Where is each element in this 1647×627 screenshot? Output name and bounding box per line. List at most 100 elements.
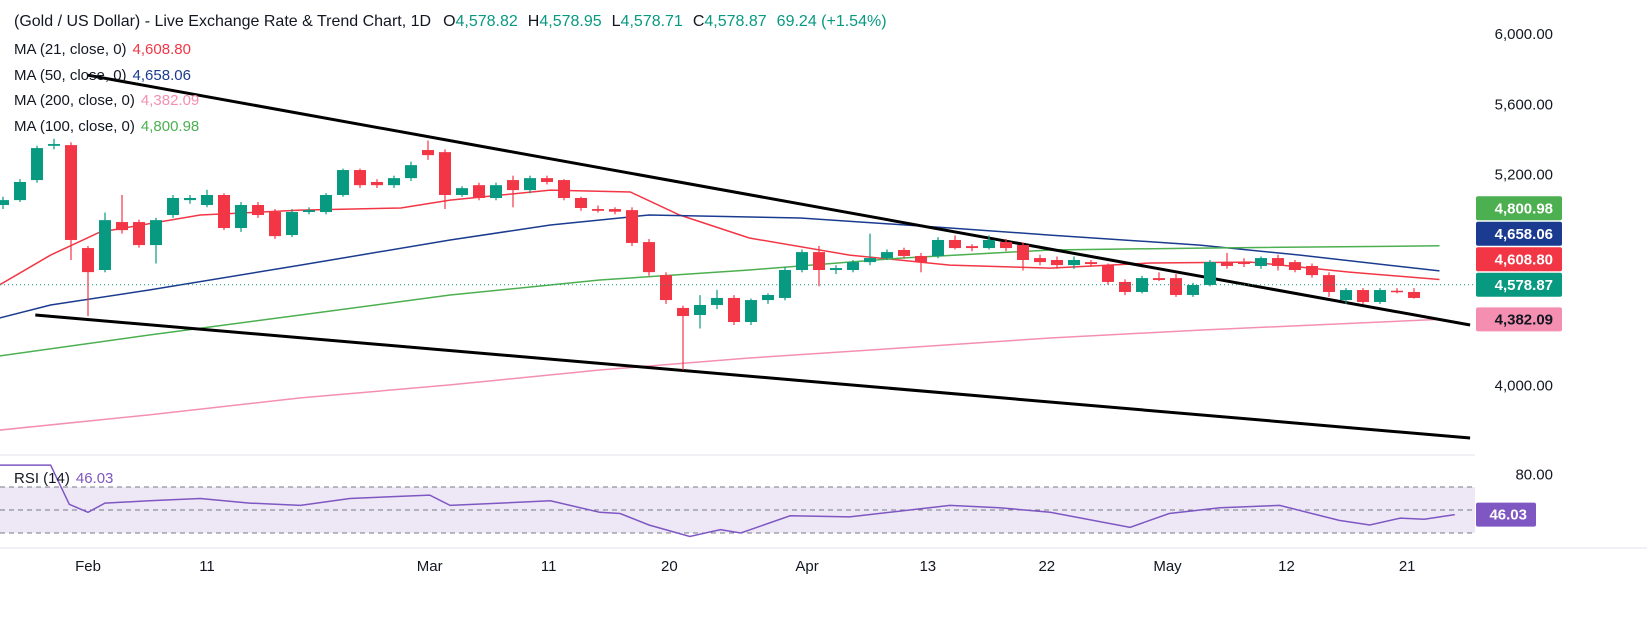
candle-body — [1272, 258, 1284, 266]
candle-body — [1153, 278, 1165, 281]
candle-body — [677, 307, 689, 317]
ohlc-value: 4,578.87 — [704, 13, 767, 30]
legend-item: MA (50, close, 0) 4,658.06 — [14, 67, 191, 84]
x-tick-label: 11 — [541, 558, 557, 575]
candle-body — [1204, 262, 1216, 285]
candle-body — [218, 195, 230, 229]
candle-body — [898, 249, 910, 256]
x-tick-label: 20 — [661, 558, 678, 575]
candle-body — [932, 239, 944, 256]
legend-name: MA (100, close, 0) — [14, 117, 135, 135]
candle-body — [864, 258, 876, 263]
price-badge — [1476, 272, 1562, 297]
candle-body — [779, 270, 791, 298]
candle-body — [1017, 245, 1029, 260]
price-badge-label: 4,800.98 — [1495, 200, 1553, 217]
candle-body — [388, 178, 400, 186]
candle-body — [1408, 291, 1420, 298]
candle-body — [541, 178, 553, 182]
candle-body — [14, 182, 26, 201]
candle-body — [1102, 265, 1114, 282]
ohlc-value: 4,578.95 — [539, 13, 602, 30]
y-tick-label: 5,200.00 — [1495, 167, 1553, 184]
ohlc-label: H — [527, 13, 540, 30]
candle-body — [269, 212, 281, 237]
candle-body — [456, 188, 468, 195]
candle-body — [184, 197, 196, 201]
x-tick-label: May — [1153, 558, 1182, 575]
candle-body — [1187, 284, 1199, 295]
price-badge-label: 4,578.87 — [1495, 277, 1553, 294]
candle-body — [201, 195, 213, 206]
ohlc: O4,578.82 H4,578.95 L4,578.71 C4,578.87 — [431, 13, 767, 30]
candle-body — [1085, 262, 1097, 265]
legend-item: MA (100, close, 0) 4,800.98 — [14, 118, 199, 135]
candle-body — [745, 300, 757, 323]
candle-body — [1323, 275, 1335, 292]
candle-body — [1136, 278, 1148, 292]
candle-body — [354, 170, 366, 186]
price-badge-label: 4,382.09 — [1495, 311, 1553, 328]
candle-body — [881, 252, 893, 259]
candle-body — [609, 209, 621, 212]
candle-body — [575, 197, 587, 208]
candle-body — [320, 195, 332, 213]
candle-body — [643, 242, 655, 273]
legend-value: 4,608.80 — [132, 41, 191, 58]
candle-body — [626, 210, 638, 243]
rsi-name: RSI (14) — [14, 470, 70, 487]
ma-line — [0, 214, 1440, 319]
header: (Gold / US Dollar) - Live Exchange Rate … — [14, 13, 887, 31]
candle-body — [524, 178, 536, 191]
x-tick-label: 13 — [919, 558, 936, 575]
candle-body — [337, 170, 349, 195]
candle-body — [983, 239, 995, 249]
ma-line — [0, 245, 1440, 357]
candle-body — [728, 297, 740, 323]
candle-body — [1034, 258, 1046, 263]
x-tick-label: Feb — [75, 558, 101, 575]
candle-body — [1221, 262, 1233, 266]
x-tick-label: 11 — [199, 558, 215, 575]
candle-body — [422, 150, 434, 156]
candle-body — [65, 145, 77, 240]
candle-body — [82, 248, 94, 273]
candle-body — [1170, 278, 1182, 295]
candle-body — [711, 297, 723, 305]
candle-body — [949, 239, 961, 249]
candle-body — [558, 180, 570, 198]
change: 69.24 (+1.54%) — [776, 13, 887, 30]
candle-body — [116, 222, 128, 231]
candle-body — [966, 246, 978, 249]
candle-body — [507, 180, 519, 191]
candle-body — [235, 205, 247, 229]
ohlc-value: 4,578.82 — [455, 13, 518, 30]
candle-body — [150, 220, 162, 246]
candle-body — [1391, 290, 1403, 293]
candle-body — [286, 212, 298, 236]
candle-body — [1051, 260, 1063, 266]
y-tick-label: 5,600.00 — [1495, 96, 1553, 113]
candle-body — [1255, 258, 1267, 266]
candle-body — [1000, 242, 1012, 249]
ohlc-label: O — [443, 13, 456, 30]
rsi-badge — [1476, 502, 1536, 527]
candle-body — [1306, 265, 1318, 276]
price-badge-label: 4,608.80 — [1495, 251, 1553, 268]
price-badge — [1476, 221, 1562, 246]
x-tick-label: Apr — [795, 558, 818, 575]
price-badge — [1476, 247, 1562, 272]
legend-name: MA (21, close, 0) — [14, 41, 127, 58]
candle-body — [1357, 290, 1369, 302]
candle-body — [762, 294, 774, 301]
candle-body — [592, 209, 604, 211]
ma-line — [0, 318, 1440, 431]
y-tick-label: 6,000.00 — [1495, 26, 1553, 43]
rsi-badge-label: 46.03 — [1489, 507, 1527, 524]
legend-item: MA (200, close, 0) 4,382.09 — [14, 92, 199, 109]
candle-body — [167, 197, 179, 216]
x-tick-label: Mar — [417, 558, 443, 575]
candle-body — [303, 210, 315, 213]
legend-item: MA (21, close, 0) 4,608.80 — [14, 41, 191, 58]
